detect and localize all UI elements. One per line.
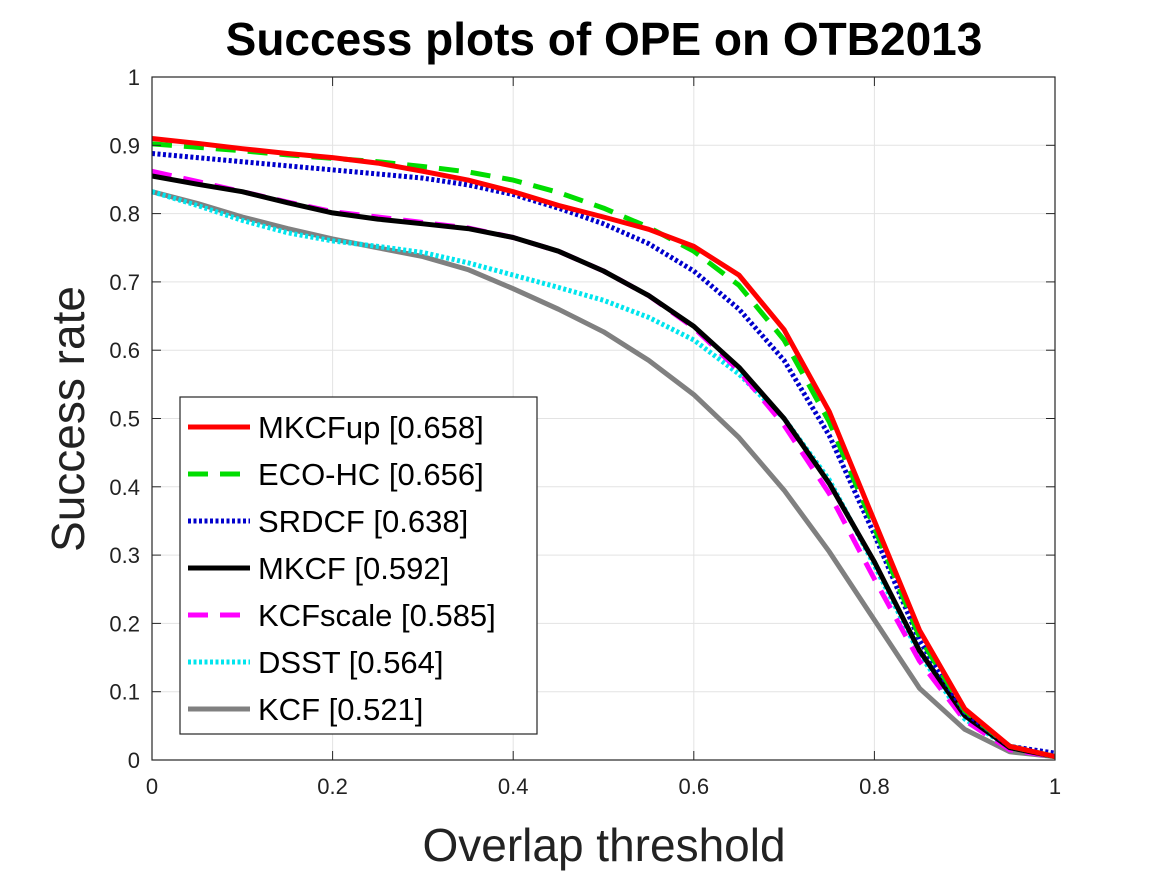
series-line-1 xyxy=(151,141,1056,760)
y-tick-label: 0.5 xyxy=(109,407,140,432)
series-lines xyxy=(151,136,1056,760)
chart-title: Success plots of OPE on OTB2013 xyxy=(226,13,983,65)
x-tick-label: 0.4 xyxy=(498,774,529,799)
y-tick-label: 0.4 xyxy=(109,475,140,500)
y-axis-label: Success rate xyxy=(42,286,94,552)
legend-label-2: SRDCF [0.638] xyxy=(258,504,468,539)
y-tick-label: 0.8 xyxy=(109,202,140,227)
x-tick-label: 0.2 xyxy=(317,774,348,799)
x-tick-label: 0 xyxy=(146,774,158,799)
legend-label-1: ECO-HC [0.656] xyxy=(258,457,484,492)
series-line-5 xyxy=(151,189,1056,760)
y-tick-label: 0.2 xyxy=(109,611,140,636)
series-line-6 xyxy=(151,189,1056,760)
legend-label-4: KCFscale [0.585] xyxy=(258,598,496,633)
legend-label-0: MKCFup [0.658] xyxy=(258,410,484,445)
legend-label-5: DSST [0.564] xyxy=(258,645,444,680)
legend-label-3: MKCF [0.592] xyxy=(258,551,449,586)
y-tick-label: 0.6 xyxy=(109,338,140,363)
y-tick-label: 0.7 xyxy=(109,270,140,295)
x-tick-label: 1 xyxy=(1049,774,1061,799)
y-tick-label: 0.1 xyxy=(109,680,140,705)
series-line-3 xyxy=(151,173,1056,760)
y-tick-label: 0.9 xyxy=(109,133,140,158)
series-line-0 xyxy=(151,136,1056,760)
x-tick-label: 0.8 xyxy=(859,774,890,799)
y-tick-label: 0.3 xyxy=(109,543,140,568)
x-tick-label: 0.6 xyxy=(679,774,710,799)
legend: MKCFup [0.658] ECO-HC [0.656] SRDCF [0.638… xyxy=(179,396,538,735)
legend-label-6: KCF [0.521] xyxy=(258,692,423,727)
y-tick-label: 0 xyxy=(128,748,140,773)
y-tick-label: 1 xyxy=(128,65,140,90)
x-axis-label: Overlap threshold xyxy=(422,819,785,871)
axis-ticks: 0 0.2 0.4 0.6 0.8 1 0 0.1 0.2 0.3 0.4 0.5 0.6 0.7 0.8 0… xyxy=(109,65,1061,799)
series-line-2 xyxy=(151,151,1056,756)
